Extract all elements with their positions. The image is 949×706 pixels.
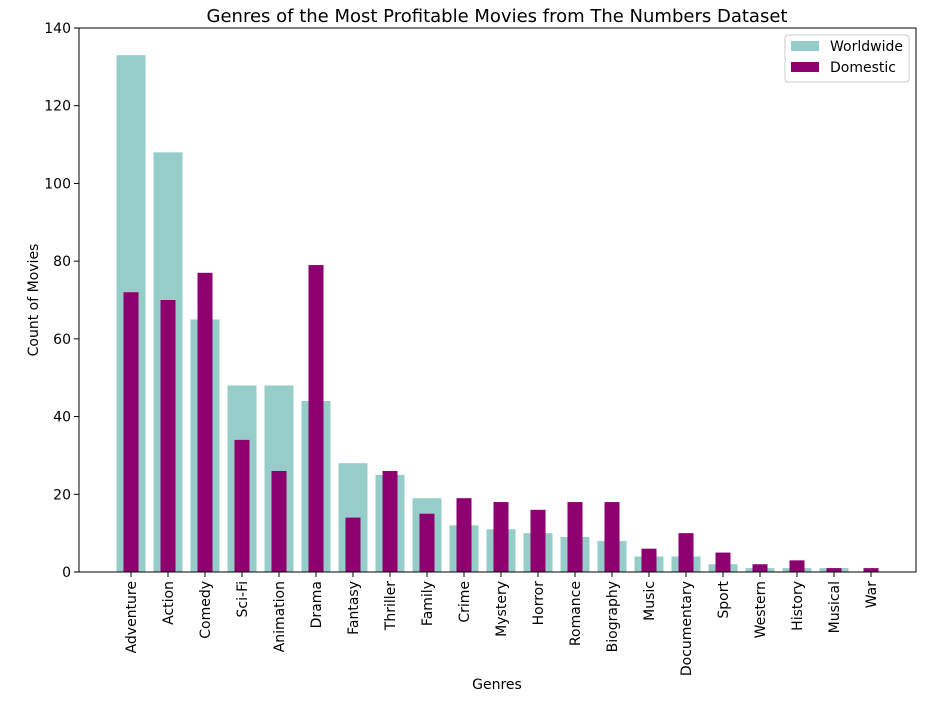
x-tick-label: Horror	[531, 581, 547, 626]
y-tick-label: 80	[53, 254, 71, 270]
bar-domestic	[308, 265, 324, 572]
bar-domestic	[604, 502, 620, 572]
y-tick-label: 0	[62, 565, 71, 581]
legend-swatch	[791, 41, 819, 51]
bar-domestic	[493, 502, 509, 572]
x-tick-label: Sport	[716, 580, 732, 618]
x-tick-label: Documentary	[679, 581, 695, 676]
plot-frame	[78, 27, 917, 573]
bar-domestic	[752, 564, 768, 572]
x-tick-label: Western	[753, 581, 769, 638]
x-tick-label: Fantasy	[346, 581, 362, 635]
y-axis-label: Count of Movies	[26, 244, 42, 357]
y-axis-ticks: 0 20 40 60 80 100 120 140	[44, 21, 79, 581]
bar-domestic	[419, 513, 435, 572]
y-tick-label: 60	[53, 332, 71, 348]
y-tick-label: 20	[53, 487, 71, 503]
x-axis-ticks: Adventure Action Comedy Sci-Fi Animation Dram…	[124, 572, 880, 676]
bar-domestic	[641, 548, 657, 572]
x-tick-label: Music	[642, 581, 658, 621]
chart-title: Genres of the Most Profitable Movies fro…	[207, 6, 788, 27]
bar-domestic	[456, 498, 472, 572]
bars-layer	[116, 55, 879, 573]
x-tick-label: Drama	[309, 581, 325, 628]
x-tick-label: Action	[161, 581, 177, 625]
bar-domestic	[863, 568, 879, 572]
x-tick-label: War	[864, 581, 880, 609]
legend-label: Worldwide	[830, 39, 903, 55]
x-tick-label: Mystery	[494, 581, 510, 637]
y-tick-label: 120	[44, 99, 71, 115]
legend-label: Domestic	[830, 60, 896, 76]
legend: Worldwide Domestic	[784, 34, 910, 83]
legend-swatch	[791, 62, 819, 72]
y-tick-label: 140	[44, 21, 71, 37]
x-tick-label: Musical	[827, 581, 843, 633]
x-tick-label: Thriller	[383, 581, 399, 631]
y-tick-label: 100	[44, 176, 71, 192]
bar-domestic	[234, 439, 250, 572]
x-tick-label: Adventure	[124, 581, 140, 653]
bar-domestic	[567, 502, 583, 572]
bar-domestic	[197, 272, 213, 572]
x-tick-label: Animation	[272, 581, 288, 652]
bar-domestic	[382, 470, 398, 572]
bar-domestic	[345, 517, 361, 572]
x-tick-label: Biography	[605, 581, 621, 652]
bar-domestic	[826, 568, 842, 572]
bar-domestic	[530, 509, 546, 572]
x-axis-label: Genres	[472, 677, 522, 693]
bar-domestic	[789, 560, 805, 572]
bar-domestic	[160, 300, 176, 572]
bar-domestic	[678, 533, 694, 572]
x-tick-label: Crime	[457, 581, 473, 623]
y-tick-label: 40	[53, 410, 71, 426]
bar-domestic	[123, 292, 139, 572]
x-tick-label: Comedy	[198, 581, 214, 639]
x-tick-label: Romance	[568, 581, 584, 646]
x-tick-label: Sci-Fi	[235, 581, 251, 617]
x-tick-label: Family	[420, 581, 436, 626]
bar-domestic	[715, 552, 731, 572]
x-tick-label: History	[790, 581, 806, 631]
bar-domestic	[271, 470, 287, 572]
